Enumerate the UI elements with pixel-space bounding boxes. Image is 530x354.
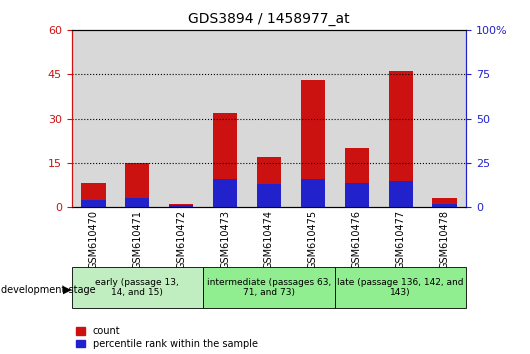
Bar [160, 30, 203, 207]
Bar [125, 163, 149, 207]
Bar [125, 198, 149, 207]
Legend: count, percentile rank within the sample: count, percentile rank within the sample [76, 326, 258, 349]
Bar [72, 30, 116, 207]
Bar [291, 30, 335, 207]
Bar [344, 148, 369, 207]
Bar [82, 183, 105, 207]
Bar [82, 200, 105, 207]
Bar [203, 30, 247, 207]
Bar [388, 181, 413, 207]
Bar [335, 267, 466, 308]
Text: development stage: development stage [1, 285, 96, 295]
Bar [257, 157, 281, 207]
Bar [432, 198, 456, 207]
Bar [116, 30, 160, 207]
Title: GDS3894 / 1458977_at: GDS3894 / 1458977_at [188, 12, 350, 26]
Text: late (passage 136, 142, and
143): late (passage 136, 142, and 143) [337, 278, 464, 297]
Bar [432, 204, 456, 207]
Bar [388, 72, 413, 207]
Bar [247, 30, 291, 207]
Text: ▶: ▶ [63, 285, 71, 295]
Bar [301, 80, 325, 207]
Bar [335, 30, 378, 207]
Bar [169, 205, 193, 207]
Bar [213, 179, 237, 207]
Bar [301, 179, 325, 207]
Bar [72, 267, 203, 308]
Bar [378, 30, 422, 207]
Bar [422, 30, 466, 207]
Bar [169, 204, 193, 207]
Text: intermediate (passages 63,
71, and 73): intermediate (passages 63, 71, and 73) [207, 278, 331, 297]
Bar [257, 184, 281, 207]
Bar [213, 113, 237, 207]
Text: early (passage 13,
14, and 15): early (passage 13, 14, and 15) [95, 278, 179, 297]
Bar [203, 267, 335, 308]
Bar [344, 183, 369, 207]
